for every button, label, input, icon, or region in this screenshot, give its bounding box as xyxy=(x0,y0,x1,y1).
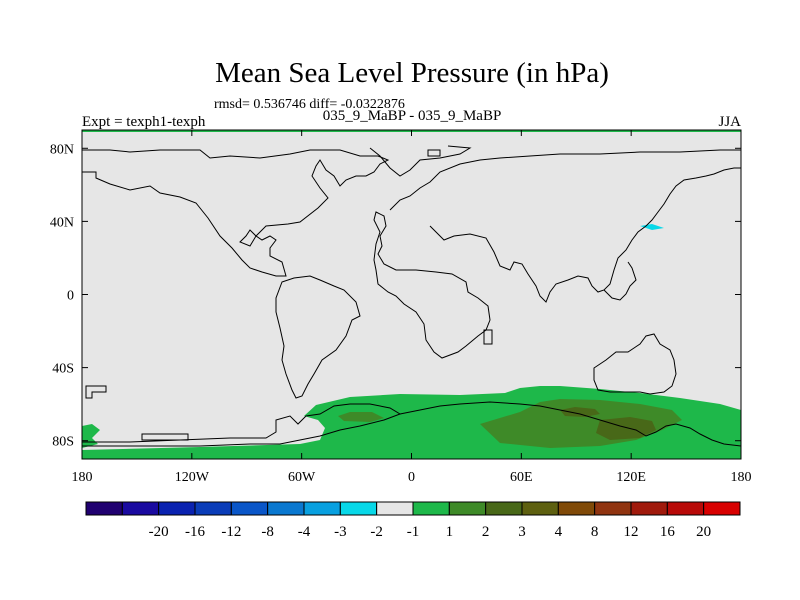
x-tick-label: 0 xyxy=(408,470,415,485)
coast-eurasia-africa xyxy=(373,211,491,359)
colorbar-swatch xyxy=(230,501,269,516)
x-axis: 180 120W 60W 0 60E 120E 180 xyxy=(72,130,752,485)
coast-island-pacific xyxy=(483,329,493,345)
x-tick-label: 120W xyxy=(175,470,210,485)
colorbar-swatch xyxy=(339,501,378,516)
y-tick-label: 80N xyxy=(50,142,74,157)
colorbar-label: 4 xyxy=(555,524,563,540)
colorbar-label: -1 xyxy=(407,524,420,540)
x-tick-label: 180 xyxy=(72,470,93,485)
runs-label: 035_9_MaBP - 035_9_MaBP xyxy=(323,108,502,124)
map-panel xyxy=(82,130,741,459)
colorbar-swatch xyxy=(267,501,305,516)
coast-greenland xyxy=(369,145,472,177)
x-tick-label: 120E xyxy=(616,470,646,485)
colorbar-label: -12 xyxy=(221,524,241,540)
coast-ice-shelf xyxy=(141,433,189,441)
colorbar-swatch xyxy=(85,501,123,516)
x-tick-label: 60E xyxy=(510,470,533,485)
coast-australia xyxy=(593,333,677,395)
plot-title: Mean Sea Level Pressure (in hPa) xyxy=(215,57,609,89)
coast-north-america xyxy=(82,149,390,277)
colorbar-swatch xyxy=(557,501,596,516)
colorbar-label: -8 xyxy=(261,524,274,540)
coastlines xyxy=(82,145,741,447)
coast-south-america xyxy=(275,275,361,399)
experiment-label: Expt = texph1-texph xyxy=(82,114,206,130)
coast-island-nz xyxy=(85,385,107,399)
colorbar-swatch xyxy=(521,501,559,516)
y-tick-label: 80S xyxy=(52,435,74,450)
y-tick-label: 0 xyxy=(67,289,74,304)
colorbar-swatch xyxy=(485,501,523,516)
colorbar-swatch xyxy=(703,501,741,516)
colorbar-label: -2 xyxy=(370,524,383,540)
colorbar-label: 20 xyxy=(696,524,711,540)
colorbar-label: 16 xyxy=(660,524,676,540)
colorbar-swatch xyxy=(121,501,160,516)
colorbar-label: 3 xyxy=(518,524,526,540)
x-tick-label: 180 xyxy=(731,470,752,485)
stats-label: rmsd= 0.536746 diff= -0.0322876 xyxy=(214,97,405,112)
colorbar-swatch xyxy=(666,501,705,516)
coast-antarctica-east xyxy=(399,401,741,447)
coast-antarctica xyxy=(82,403,402,447)
colorbar-label: 12 xyxy=(624,524,639,540)
coast-island-arctic xyxy=(427,149,441,157)
coast-southeast-asia xyxy=(603,261,637,301)
colorbar: -20 -16 -12 -8 -4 -3 -2 -1 1 2 3 4 8 12 16 20 xyxy=(85,501,741,540)
anomaly-field-2-3 xyxy=(338,412,384,422)
colorbar-swatch xyxy=(303,501,341,516)
colorbar-swatch xyxy=(448,501,487,516)
colorbar-label: 2 xyxy=(482,524,490,540)
season-label: JJA xyxy=(718,114,741,130)
y-axis: 80N 40N 0 40S 80S xyxy=(50,142,741,450)
colorbar-label: -20 xyxy=(149,524,169,540)
coast-asia-south xyxy=(429,167,741,303)
colorbar-label: 8 xyxy=(591,524,599,540)
colorbar-label: -4 xyxy=(298,524,311,540)
y-tick-label: 40S xyxy=(52,362,74,377)
x-tick-label: 60W xyxy=(288,470,316,485)
colorbar-label: -16 xyxy=(185,524,205,540)
colorbar-swatch xyxy=(412,501,450,516)
colorbar-label: -3 xyxy=(334,524,347,540)
colorbar-swatch xyxy=(376,501,414,516)
y-tick-label: 40N xyxy=(50,215,74,230)
colorbar-label: 1 xyxy=(446,524,454,540)
colorbar-swatch xyxy=(158,501,196,516)
colorbar-swatch xyxy=(194,501,232,516)
colorbar-swatch xyxy=(594,501,632,516)
anomaly-field-3-4 xyxy=(560,407,600,417)
colorbar-swatch xyxy=(630,501,668,516)
anomaly-field-3-4-east xyxy=(596,417,656,440)
coast-asia xyxy=(389,149,741,211)
